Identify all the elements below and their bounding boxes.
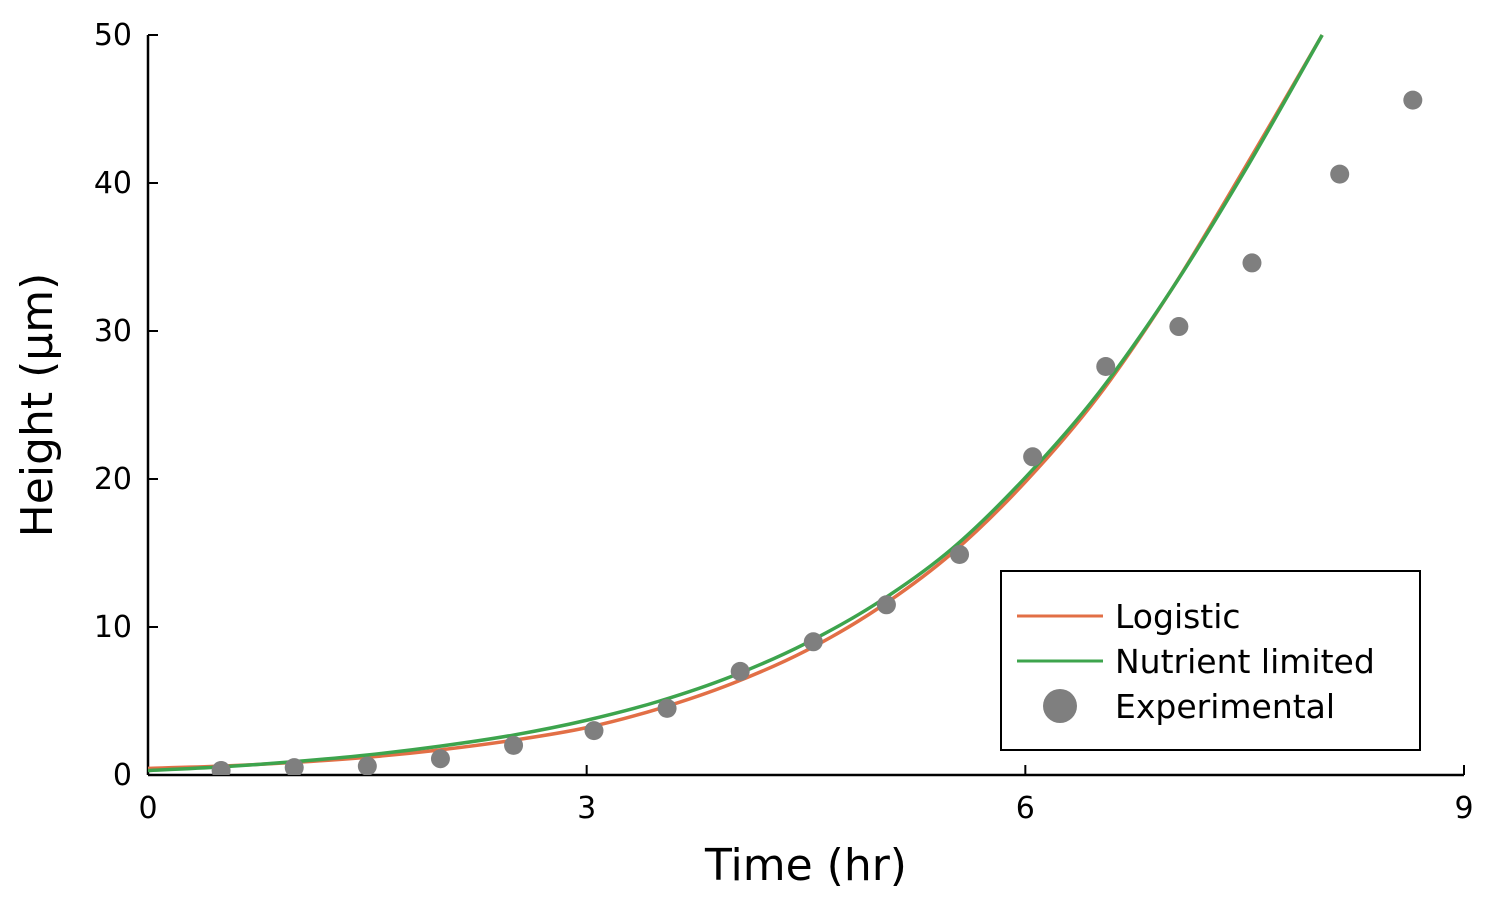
data-point bbox=[211, 761, 231, 775]
y-axis-title: Height (μm) bbox=[12, 273, 63, 538]
data-point bbox=[1242, 253, 1262, 273]
y-tick-label: 10 bbox=[94, 610, 132, 645]
data-point bbox=[876, 595, 896, 615]
data-point bbox=[1096, 357, 1116, 377]
y-tick-label: 30 bbox=[94, 314, 132, 349]
data-point bbox=[803, 632, 823, 652]
legend-label: Experimental bbox=[1115, 687, 1335, 726]
data-point bbox=[1169, 317, 1189, 337]
y-tick-label: 0 bbox=[113, 758, 132, 793]
data-point bbox=[1330, 164, 1350, 184]
y-tick-label: 50 bbox=[94, 18, 132, 53]
data-point bbox=[504, 735, 524, 755]
data-point bbox=[357, 756, 377, 775]
y-tick-label: 40 bbox=[94, 166, 132, 201]
x-tick-label: 0 bbox=[138, 791, 157, 826]
legend-label: Nutrient limited bbox=[1115, 642, 1375, 681]
data-point bbox=[1403, 90, 1423, 110]
data-point bbox=[284, 758, 304, 775]
data-point bbox=[430, 749, 450, 769]
y-tick-label: 20 bbox=[94, 462, 132, 497]
series-group bbox=[148, 34, 1423, 775]
x-tick-label: 6 bbox=[1016, 791, 1035, 826]
data-point bbox=[1023, 447, 1043, 467]
legend: Logistic Nutrient limited Experimental bbox=[1000, 570, 1421, 751]
series-line-nutrient-limited bbox=[148, 34, 1324, 773]
x-tick-label: 3 bbox=[577, 791, 596, 826]
data-point bbox=[657, 698, 677, 718]
data-point bbox=[584, 721, 604, 741]
x-tick-label: 9 bbox=[1454, 791, 1473, 826]
x-axis-title: Time (hr) bbox=[704, 840, 907, 891]
data-point bbox=[950, 544, 970, 564]
legend-swatch bbox=[1043, 689, 1077, 723]
legend-label: Logistic bbox=[1115, 597, 1241, 636]
data-point bbox=[730, 661, 750, 681]
ticks: 0 3 6 9 0 10 20 30 40 50 bbox=[94, 18, 1474, 826]
